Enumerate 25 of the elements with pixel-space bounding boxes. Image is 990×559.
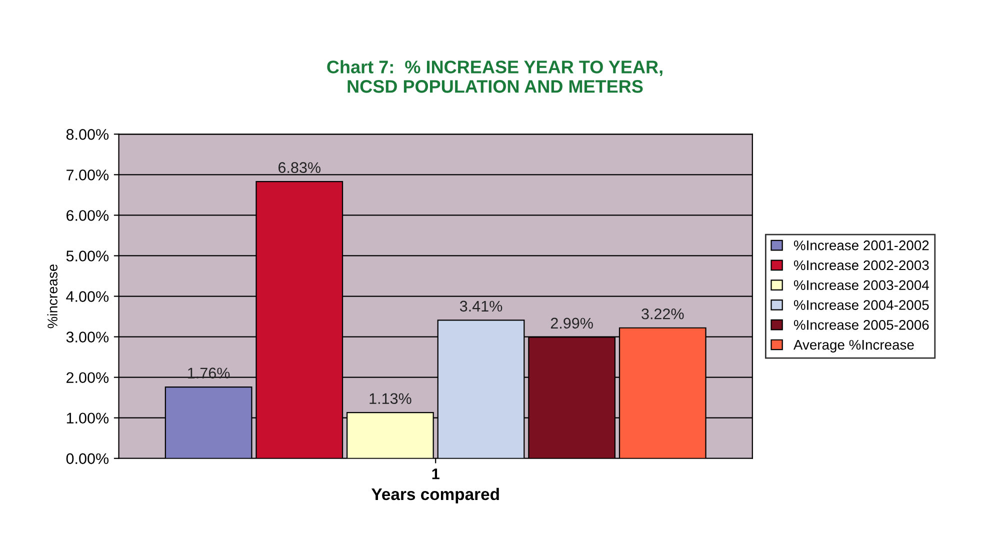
data-label: 3.41% (460, 300, 502, 312)
y-tick-label: 6.00% (66, 210, 109, 221)
legend-label: Average %Increase (793, 340, 914, 352)
y-tick-label: 3.00% (66, 332, 109, 342)
y-tick-label: 7.00% (66, 170, 109, 180)
x-tick-label: 1 (432, 468, 440, 480)
chart-title: Chart 7: % INCREASE YEAR TO YEAR, NCSD POPULATION AND METERS (327, 60, 662, 93)
y-axis-title: %increase (47, 264, 58, 328)
y-tick-label: 0.00% (66, 453, 109, 464)
y-tick-label: 2.00% (66, 372, 109, 384)
legend-label: %Increase 2003-2004 (794, 280, 929, 290)
data-label: 1.13% (370, 393, 412, 404)
y-tick-label: 8.00% (66, 129, 109, 140)
data-label: 3.22% (642, 308, 684, 320)
x-axis-title: Years compared (371, 488, 499, 504)
data-label: 2.99% (550, 318, 593, 329)
y-tick-label: 4.00% (66, 291, 109, 302)
data-label: 1.76% (188, 368, 230, 378)
y-tick-label: 5.00% (66, 250, 109, 262)
y-tick-label: 1.00% (66, 412, 109, 424)
legend-label: %Increase 2001-2002 (794, 240, 929, 250)
legend-label: %Increase 2002-2003 (794, 260, 929, 270)
data-label: 6.83% (278, 162, 320, 173)
legend-label: %Increase 2004-2005 (794, 300, 929, 310)
legend-label: %Increase 2005-2006 (794, 320, 929, 330)
